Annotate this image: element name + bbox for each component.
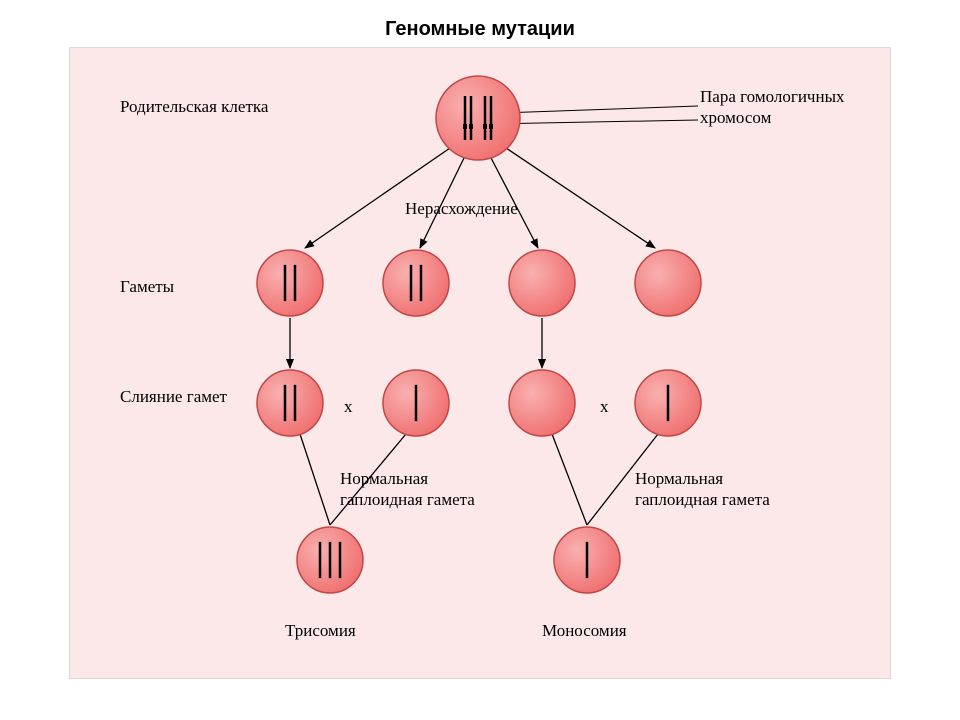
cell-gamete_3	[509, 250, 575, 316]
label-normal-gamete-left: Нормальная гаплоидная гамета	[340, 468, 490, 511]
label-trisomy: Трисомия	[285, 620, 425, 641]
cell-fusion_right_norm	[635, 370, 701, 436]
label-gametes: Гаметы	[120, 276, 240, 297]
cell-gamete_2	[383, 250, 449, 316]
cell-gamete_1	[257, 250, 323, 316]
label-cross-right: x	[600, 396, 620, 417]
fusion-line-right_a	[552, 434, 587, 525]
cell-trisomy_cell	[297, 527, 363, 593]
cell-gamete_4	[635, 250, 701, 316]
cell-monosomy_cell	[554, 527, 620, 593]
cell-fusion_left_abn	[257, 370, 323, 436]
cell-fusion_right_abn	[509, 370, 575, 436]
label-homolog-pair: Пара гомологичных хромосом	[700, 86, 870, 129]
page-title: Геномные мутации	[0, 0, 960, 47]
label-monosomy: Моносомия	[542, 620, 682, 641]
label-cross-left: x	[344, 396, 364, 417]
label-parent-cell: Родительская клетка	[120, 96, 300, 117]
label-fusion: Слияние гамет	[120, 386, 240, 407]
diagram-panel: Родительская клетка Пара гомологичных хр…	[69, 47, 891, 679]
cell-fusion_left_norm	[383, 370, 449, 436]
cell-parent	[436, 76, 520, 160]
diagram-svg	[70, 48, 890, 678]
fusion-line-left_a	[300, 434, 330, 525]
label-nondisjunction: Нерасхождение	[405, 198, 565, 219]
label-normal-gamete-right: Нормальная гаплоидная гамета	[635, 468, 785, 511]
